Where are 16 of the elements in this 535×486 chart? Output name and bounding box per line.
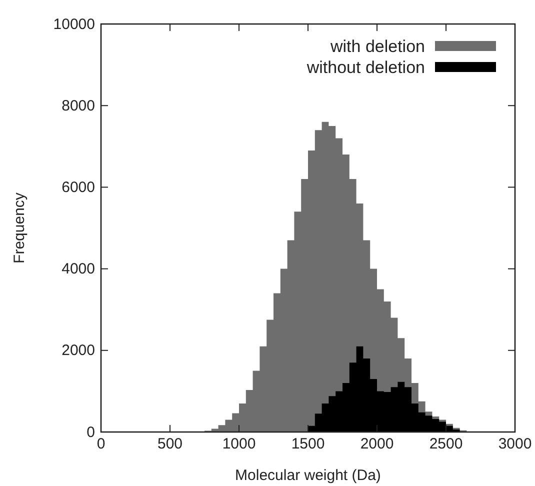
y-tick-label: 4000 [62,260,95,278]
x-axis-title: Molecular weight (Da) [235,467,381,484]
y-tick-label: 0 [86,424,95,441]
legend-label: without deletion [306,58,425,77]
y-tick-label: 6000 [62,179,95,196]
x-tick-label: 1500 [291,436,325,453]
y-tick-label: 10000 [53,16,95,33]
x-tick-label: 3000 [498,436,532,453]
y-tick-label: 8000 [62,97,95,114]
y-axis-title: Frequency [11,192,28,264]
x-tick-label: 2500 [429,436,463,453]
x-tick-label: 2000 [360,436,394,453]
legend-label: with deletion [329,36,425,56]
x-tick-label: 500 [157,436,183,453]
y-tick-label: 2000 [62,342,95,360]
x-tick-label: 1000 [222,436,256,453]
